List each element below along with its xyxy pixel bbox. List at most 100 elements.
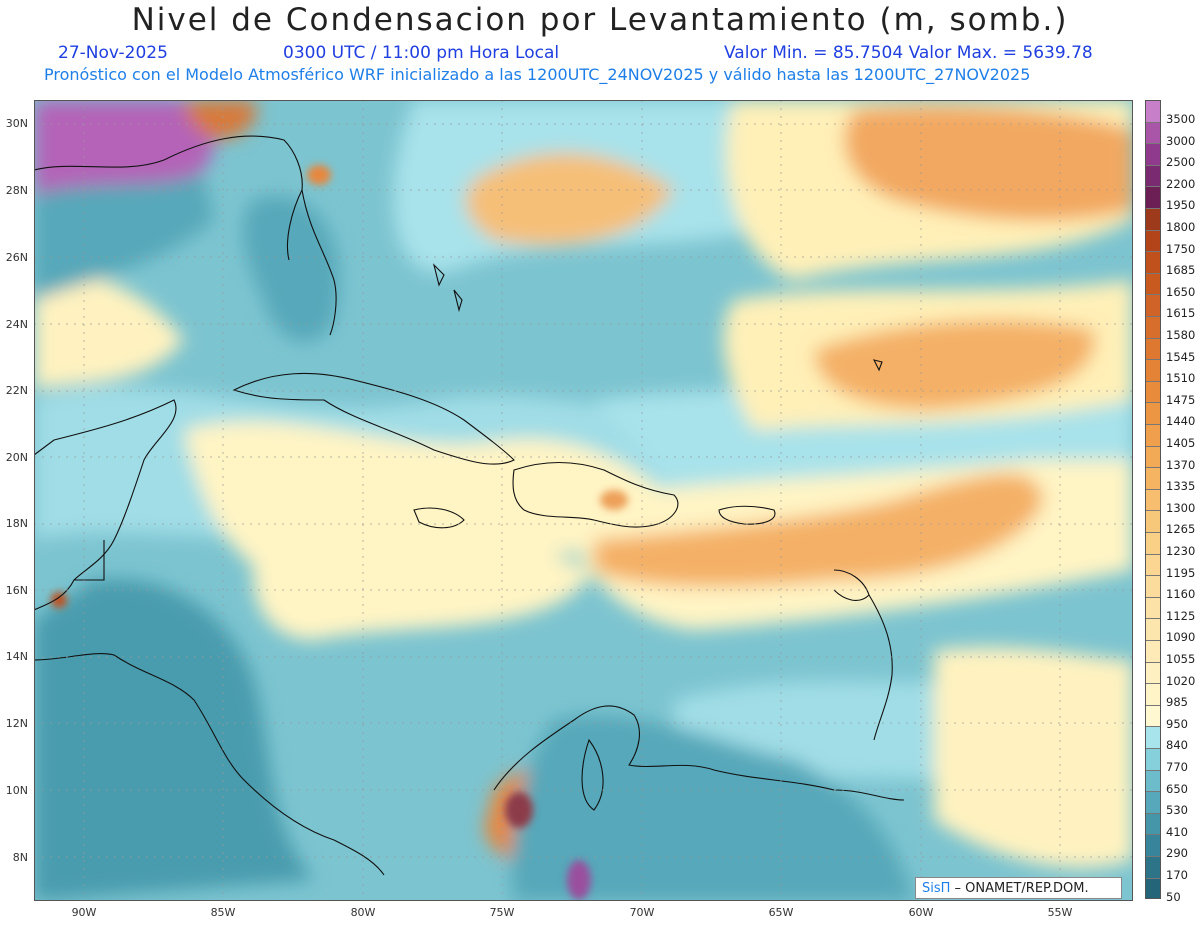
colorbar-cell bbox=[1145, 856, 1161, 878]
colorbar-label: 1300 bbox=[1166, 500, 1196, 515]
credit-text: – ONAMET/REP.DOM. bbox=[950, 881, 1089, 896]
colorbar-label: 1265 bbox=[1166, 522, 1196, 537]
colorbar-label: 170 bbox=[1166, 868, 1188, 882]
colorbar-frame bbox=[1145, 100, 1161, 900]
colorbar-cell bbox=[1145, 445, 1161, 468]
colorbar-label: 50 bbox=[1166, 889, 1181, 904]
colorbar-cell bbox=[1145, 316, 1161, 338]
colorbar-cell bbox=[1145, 121, 1161, 144]
colorbar-label: 1580 bbox=[1166, 328, 1196, 342]
colorbar-cell bbox=[1145, 143, 1161, 165]
colorbar-cell bbox=[1145, 424, 1161, 446]
colorbar-label: 2500 bbox=[1166, 155, 1196, 170]
lat-label: 26N bbox=[5, 251, 28, 264]
field-spots bbox=[51, 165, 628, 900]
colorbar-label: 1750 bbox=[1166, 241, 1196, 256]
colorbar-cell bbox=[1145, 467, 1161, 489]
forecast-time: 0300 UTC / 11:00 pm Hora Local bbox=[283, 43, 560, 63]
colorbar-label: 770 bbox=[1166, 760, 1188, 774]
colorbar-label: 410 bbox=[1166, 824, 1188, 839]
colorbar-label: 950 bbox=[1166, 716, 1188, 731]
lon-label: 65W bbox=[768, 906, 794, 919]
credit-box: SisΠ – ONAMET/REP.DOM. bbox=[915, 877, 1122, 899]
colorbar-label: 1650 bbox=[1166, 284, 1196, 299]
map-title: Nivel de Condensacion por Levantamiento … bbox=[131, 2, 1069, 38]
colorbar-cell bbox=[1145, 683, 1161, 705]
colorbar-label: 1685 bbox=[1166, 263, 1196, 278]
colorbar-cell bbox=[1145, 251, 1161, 273]
lon-label: 85W bbox=[210, 906, 236, 919]
lon-label: 80W bbox=[350, 906, 376, 919]
colorbar-label: 1090 bbox=[1166, 630, 1196, 645]
lat-label: 24N bbox=[5, 318, 28, 331]
lon-label: 55W bbox=[1047, 906, 1073, 919]
colorbar-cell bbox=[1145, 510, 1161, 532]
colorbar-cell bbox=[1145, 834, 1161, 856]
colorbar-cell bbox=[1145, 553, 1161, 576]
colorbar-label: 530 bbox=[1166, 803, 1188, 818]
colorbar-label: 1510 bbox=[1166, 371, 1196, 386]
colorbar-label: 985 bbox=[1166, 695, 1188, 710]
min-max-values: Valor Min. = 85.7504 Valor Max. = 5639.7… bbox=[724, 43, 1093, 63]
colorbar-label: 290 bbox=[1166, 846, 1188, 861]
lon-label: 60W bbox=[908, 906, 934, 919]
credit-brand: SisΠ bbox=[922, 881, 951, 896]
colorbar-cell bbox=[1145, 704, 1161, 727]
colorbar-label: 1125 bbox=[1166, 608, 1196, 623]
lon-label: 90W bbox=[71, 906, 97, 919]
lcl-map bbox=[34, 100, 1133, 901]
lat-label: 22N bbox=[5, 384, 28, 397]
colorbar-cell bbox=[1145, 208, 1161, 230]
colorbar-cell bbox=[1145, 229, 1161, 252]
colorbar-cell bbox=[1145, 294, 1161, 316]
colorbar-cell bbox=[1145, 272, 1161, 295]
colorbar-cell bbox=[1145, 791, 1161, 813]
colorbar-cell bbox=[1145, 532, 1161, 554]
coastlines bbox=[34, 135, 905, 876]
field-blobs bbox=[34, 100, 1133, 901]
forecast-date: 27-Nov-2025 bbox=[58, 43, 168, 63]
colorbar-label: 3500 bbox=[1166, 112, 1196, 126]
colorbar-label: 1615 bbox=[1166, 306, 1196, 321]
colorbar-label: 1950 bbox=[1166, 198, 1196, 213]
lat-label: 30N bbox=[5, 117, 28, 130]
colorbar-cell bbox=[1145, 748, 1161, 770]
colorbar-label: 1195 bbox=[1166, 565, 1196, 580]
colorbar-label: 1405 bbox=[1166, 436, 1196, 450]
graticule bbox=[34, 100, 1133, 901]
lat-label: 12N bbox=[5, 717, 28, 730]
colorbar-cell bbox=[1145, 640, 1161, 662]
colorbar bbox=[1145, 100, 1161, 900]
colorbar-cell bbox=[1145, 359, 1161, 381]
colorbar-label: 1440 bbox=[1166, 414, 1196, 429]
colorbar-cell bbox=[1145, 769, 1161, 792]
colorbar-cell bbox=[1145, 877, 1161, 900]
colorbar-cell bbox=[1145, 812, 1161, 835]
colorbar-label: 1335 bbox=[1166, 479, 1196, 494]
colorbar-cell bbox=[1145, 726, 1161, 748]
colorbar-cell bbox=[1145, 596, 1161, 619]
colorbar-label: 1020 bbox=[1166, 673, 1196, 688]
colorbar-label: 1800 bbox=[1166, 220, 1196, 234]
model-info: Pronóstico con el Modelo Atmosférico WRF… bbox=[44, 65, 1031, 84]
colorbar-label: 1160 bbox=[1166, 587, 1196, 602]
colorbar-label: 1545 bbox=[1166, 349, 1196, 364]
lat-label: 10N bbox=[5, 784, 28, 797]
lat-label: 16N bbox=[5, 584, 28, 597]
lat-label: 8N bbox=[12, 851, 28, 864]
colorbar-cell bbox=[1145, 402, 1161, 424]
lat-label: 20N bbox=[5, 451, 28, 464]
colorbar-label: 1475 bbox=[1166, 392, 1196, 407]
colorbar-label: 1055 bbox=[1166, 652, 1196, 666]
map-frame bbox=[34, 100, 1133, 901]
colorbar-cell bbox=[1145, 337, 1161, 360]
colorbar-cell bbox=[1145, 380, 1161, 403]
colorbar-label: 2200 bbox=[1166, 176, 1196, 191]
lon-label: 70W bbox=[629, 906, 655, 919]
colorbar-label: 1370 bbox=[1166, 457, 1196, 472]
colorbar-cell bbox=[1145, 661, 1161, 684]
colorbar-label: 3000 bbox=[1166, 133, 1196, 148]
colorbar-cell bbox=[1145, 186, 1161, 208]
lat-label: 18N bbox=[5, 517, 28, 530]
colorbar-cell bbox=[1145, 618, 1161, 640]
